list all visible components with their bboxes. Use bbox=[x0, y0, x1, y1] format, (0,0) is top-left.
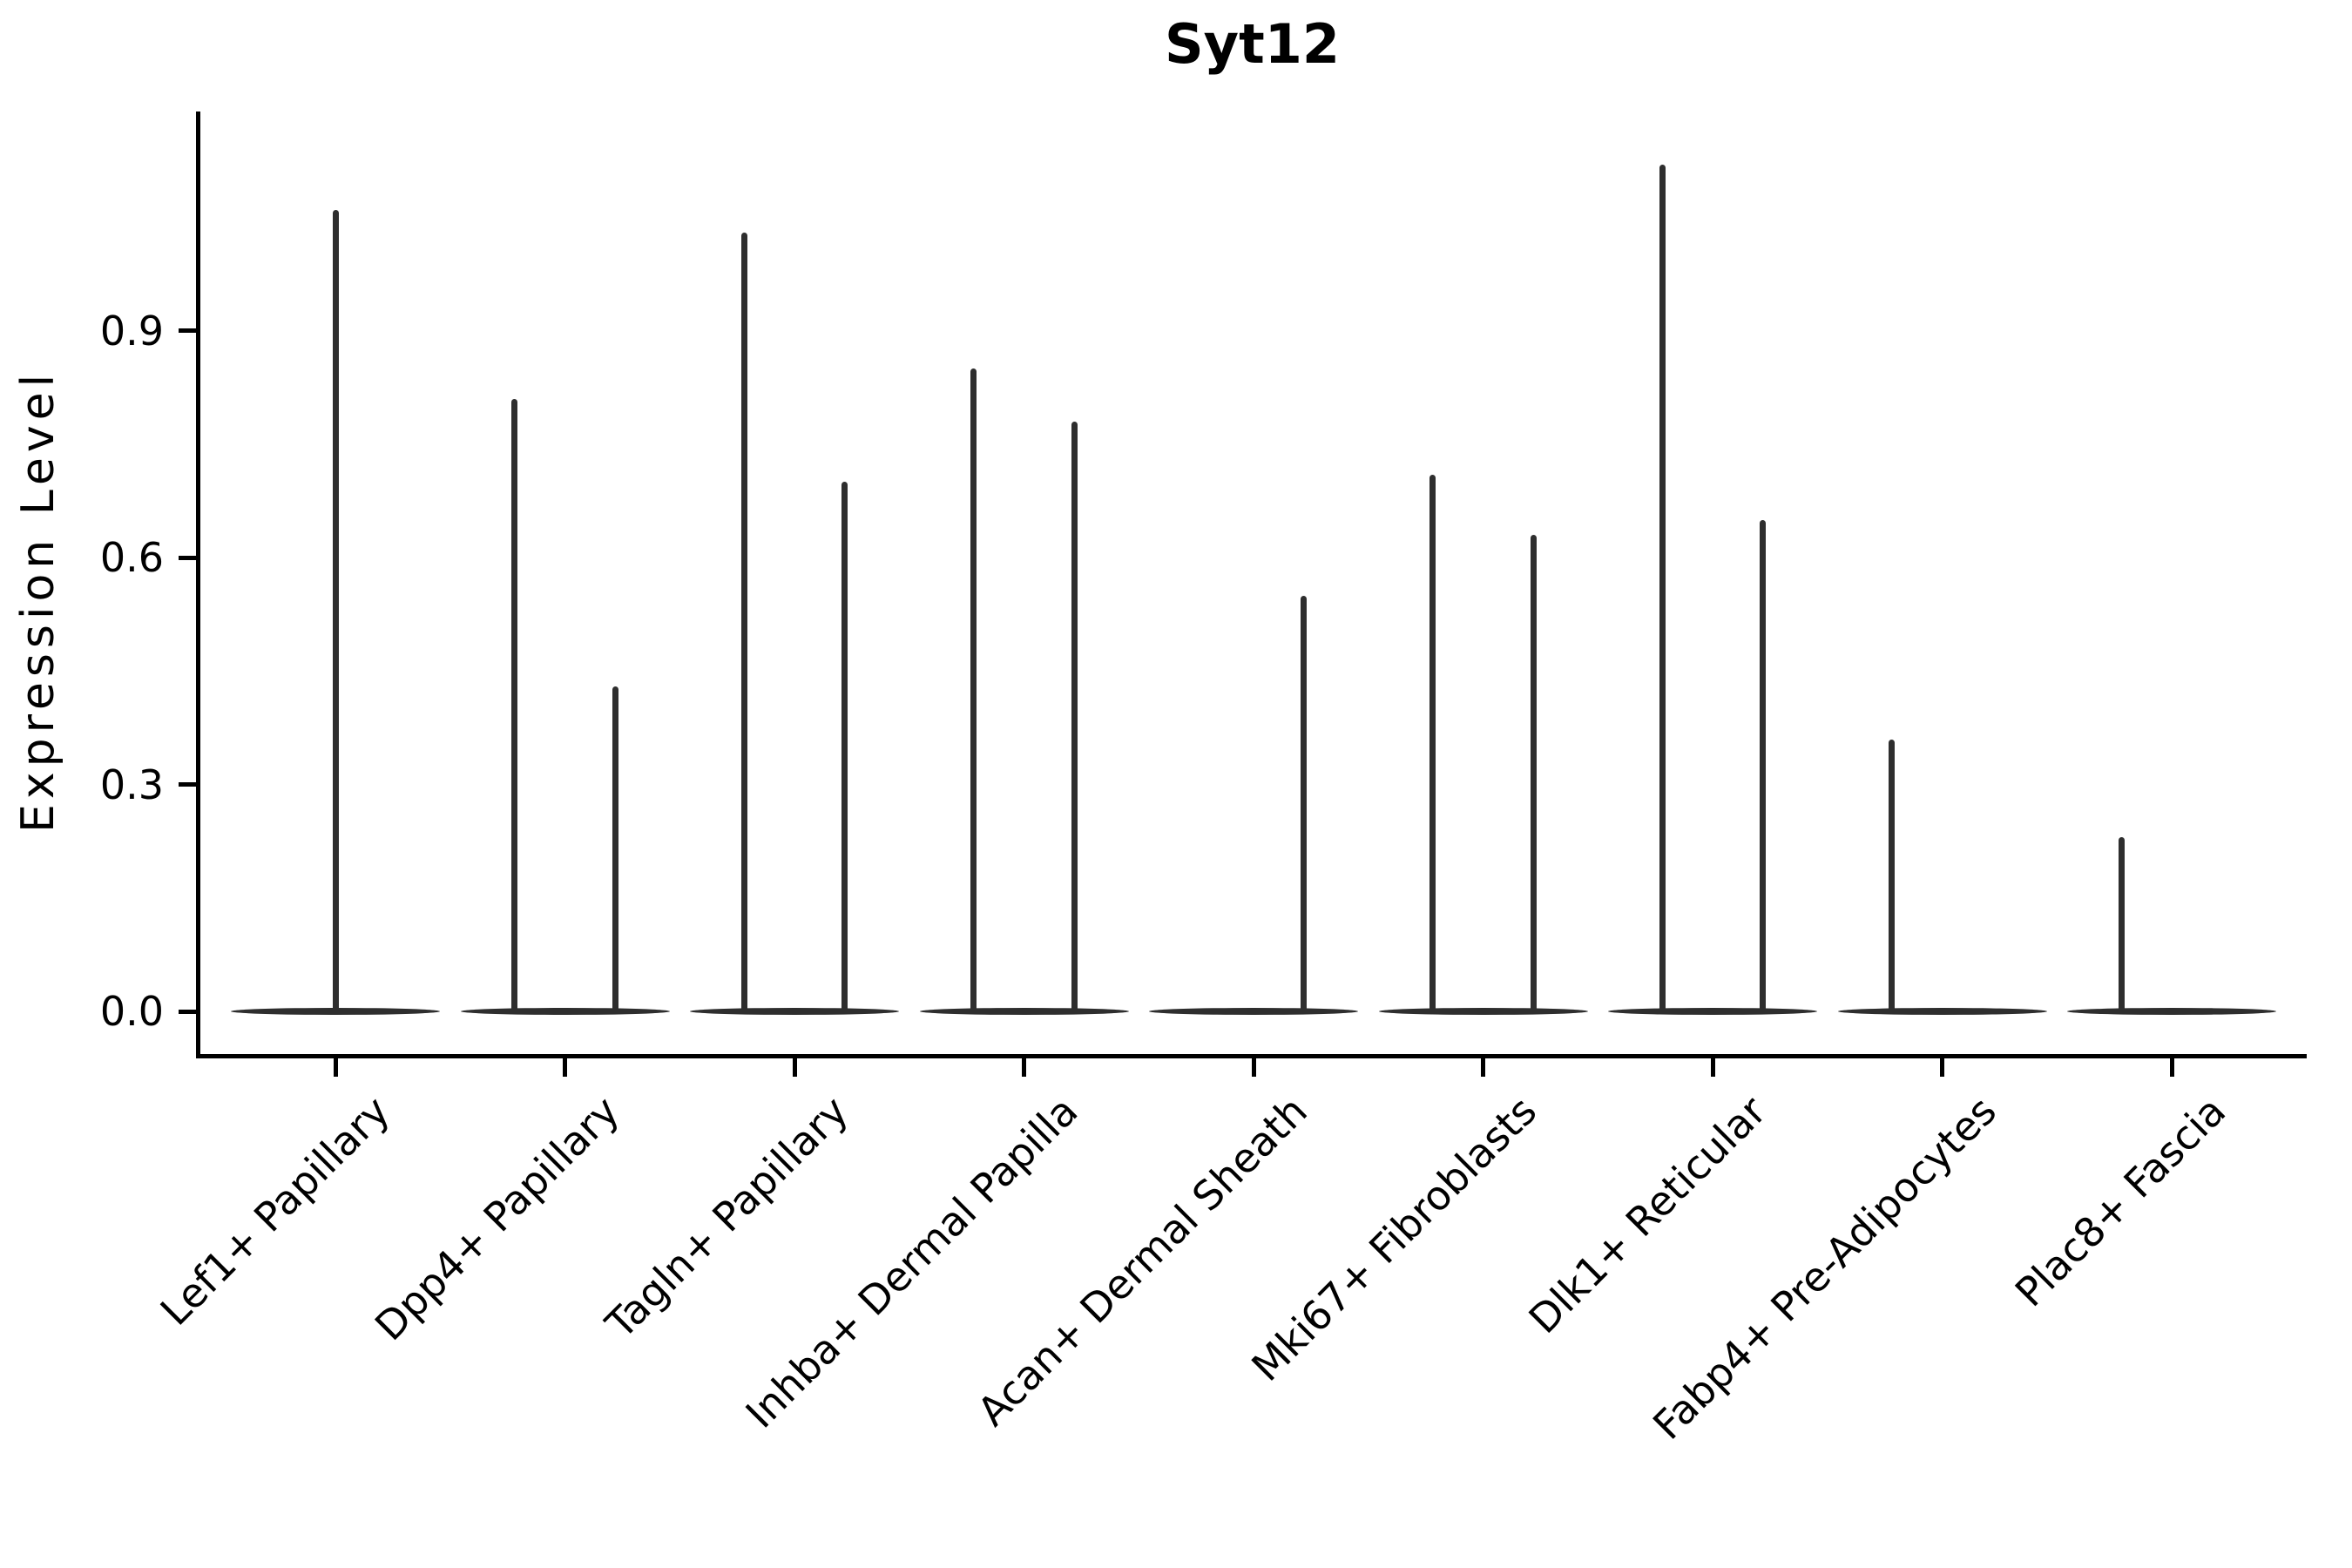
x-tick-mark bbox=[2169, 1058, 2174, 1077]
y-tick-mark bbox=[179, 555, 198, 560]
violin-baseline bbox=[1149, 1008, 1358, 1015]
violin-baseline bbox=[1378, 1008, 1588, 1015]
x-tick-label: Lef1+ Papillary bbox=[151, 1087, 399, 1335]
violin-spike bbox=[511, 398, 518, 1011]
x-tick-mark bbox=[1251, 1058, 1256, 1077]
chart-title: Syt12 bbox=[1165, 12, 1340, 76]
violin-spike bbox=[740, 232, 747, 1011]
x-tick-label: Dlk1+ Reticular bbox=[1519, 1087, 1776, 1343]
violin-baseline bbox=[1608, 1008, 1817, 1015]
violin-spike bbox=[1530, 535, 1537, 1011]
x-tick-mark bbox=[1022, 1058, 1026, 1077]
x-tick-label: Dpp4+ Papillary bbox=[365, 1087, 628, 1350]
x-tick-mark bbox=[792, 1058, 797, 1077]
y-tick-mark bbox=[179, 1009, 198, 1014]
x-tick-mark bbox=[1481, 1058, 1485, 1077]
x-tick-mark bbox=[333, 1058, 338, 1077]
y-tick-mark bbox=[179, 328, 198, 334]
violin-baseline bbox=[2067, 1008, 2276, 1015]
violin-baseline bbox=[231, 1008, 440, 1015]
violin-spike bbox=[1889, 739, 1896, 1011]
y-tick-label: 0.6 bbox=[99, 534, 164, 582]
violin-spike bbox=[1659, 164, 1666, 1011]
y-tick-label: 0.3 bbox=[99, 760, 164, 808]
y-tick-label: 0.9 bbox=[99, 307, 164, 355]
violin-spike bbox=[970, 368, 977, 1011]
violin-baseline bbox=[919, 1008, 1129, 1015]
y-tick-mark bbox=[179, 782, 198, 787]
x-tick-mark bbox=[563, 1058, 567, 1077]
y-axis-label: Expression Level bbox=[12, 368, 64, 834]
x-axis-spine bbox=[196, 1054, 2307, 1058]
violin-spike bbox=[841, 482, 848, 1011]
violin-spike bbox=[1301, 595, 1308, 1011]
x-tick-mark bbox=[1710, 1058, 1715, 1077]
violin-baseline bbox=[690, 1008, 899, 1015]
y-tick-label: 0.0 bbox=[99, 988, 164, 1035]
x-tick-label: Tagln+ Papillary bbox=[597, 1087, 858, 1348]
violin-spike bbox=[612, 686, 618, 1011]
y-axis-spine bbox=[196, 112, 200, 1058]
violin-spike bbox=[1429, 474, 1436, 1011]
violin-spike bbox=[1071, 421, 1078, 1011]
violin-spike bbox=[1760, 519, 1767, 1011]
x-tick-mark bbox=[1940, 1058, 1944, 1077]
x-tick-label: Plac8+ Fascia bbox=[2005, 1087, 2235, 1316]
violin-baseline bbox=[460, 1008, 670, 1015]
violin-spike bbox=[2118, 837, 2125, 1011]
violin-baseline bbox=[1837, 1008, 2047, 1015]
violin-spike bbox=[332, 209, 339, 1011]
